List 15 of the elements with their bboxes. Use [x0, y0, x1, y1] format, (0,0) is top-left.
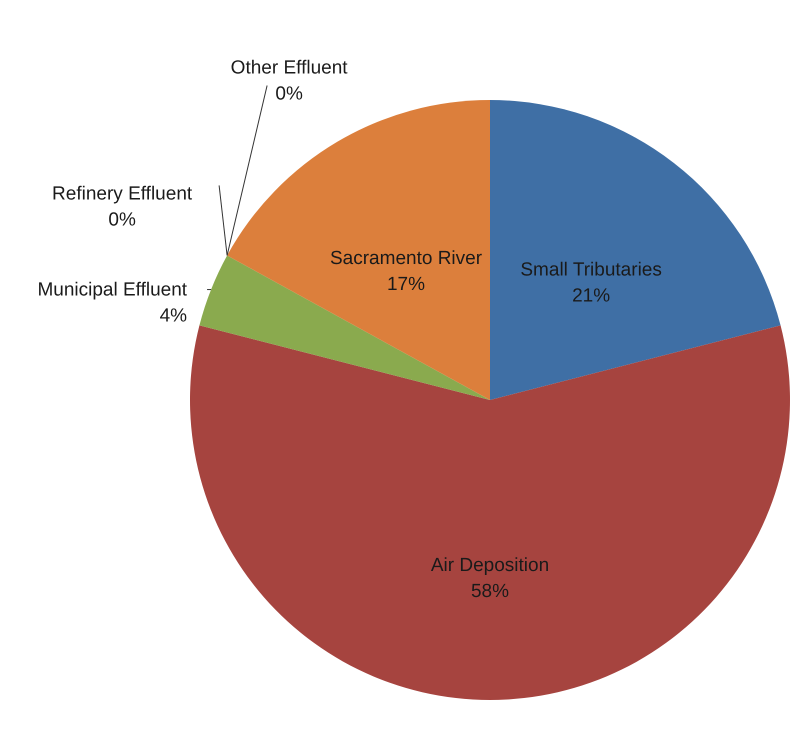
data-label: 58%	[470, 581, 510, 602]
data-label: 21%	[572, 286, 610, 307]
data-label: 17%	[386, 274, 426, 295]
pie-slice	[190, 325, 790, 700]
slice-label: Sacramento River	[330, 248, 483, 269]
data-label: 4%	[160, 306, 188, 327]
slice-label: Small Tributaries	[520, 260, 662, 281]
pie-slice	[227, 100, 490, 400]
text: 0%	[108, 209, 136, 230]
category-label: Refinery Effluent	[52, 183, 192, 204]
pie-slice	[490, 100, 781, 400]
text: 0%	[275, 83, 303, 104]
slice-label: Air Deposition	[430, 555, 550, 576]
slice-label: Municipal Effluent	[37, 280, 188, 301]
category-label: Other Effluent	[230, 57, 348, 78]
